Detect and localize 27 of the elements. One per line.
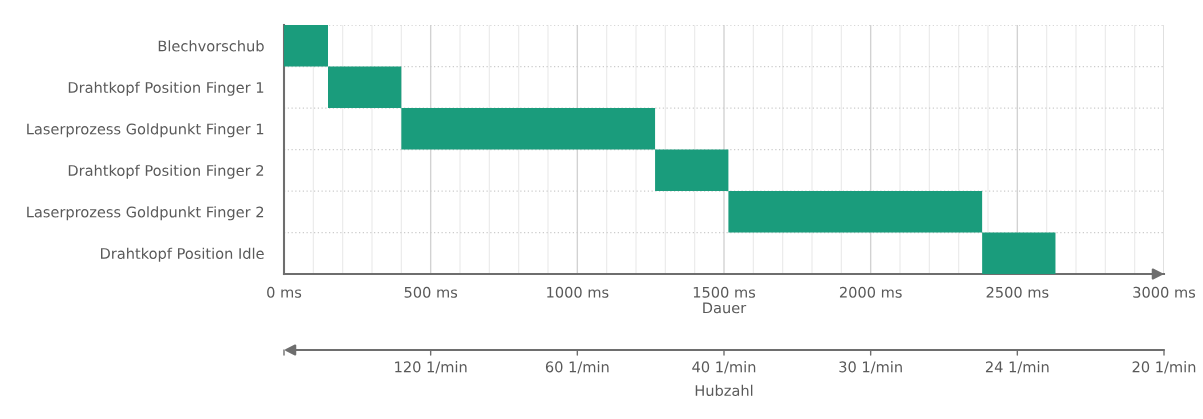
x-tick-label: 3000 ms xyxy=(1133,286,1196,298)
y-tick-label: Drahtkopf Position Idle xyxy=(101,247,264,262)
text: 60 1/min xyxy=(545,361,609,374)
x-tick-label: 0 ms xyxy=(267,286,302,298)
bar xyxy=(982,232,1056,274)
bar xyxy=(401,108,656,150)
x-tick-label: 2500 ms xyxy=(986,286,1049,298)
bar xyxy=(328,66,402,108)
x-tick-label: 1000 ms xyxy=(547,286,609,298)
y-tick-label: Blechvorschub xyxy=(158,40,264,52)
y-tick-label: Drahtkopf Position Finger 1 xyxy=(68,81,264,96)
text: 120 1/min xyxy=(395,361,467,374)
bar xyxy=(728,191,983,233)
y-tick-label: Drahtkopf Position Finger 2 xyxy=(68,164,264,179)
x-tick-label: 2000 ms xyxy=(839,286,902,298)
text: 24 1/min xyxy=(985,361,1049,374)
y-tick-label: Laserprozess Goldpunkt Finger 1 xyxy=(27,123,264,138)
text: 40 1/min xyxy=(692,361,756,374)
text: 20 1/min xyxy=(1132,361,1196,374)
text: Hubzahl xyxy=(695,384,753,397)
text: 30 1/min xyxy=(839,361,902,374)
bar xyxy=(655,149,729,191)
x-axis-title: Dauer xyxy=(703,302,747,314)
bar xyxy=(284,25,328,67)
x-tick-label: 500 ms xyxy=(404,286,458,298)
y-tick-label: Laserprozess Goldpunkt Finger 2 xyxy=(27,206,264,221)
x-tick-label: 1500 ms xyxy=(693,286,756,298)
